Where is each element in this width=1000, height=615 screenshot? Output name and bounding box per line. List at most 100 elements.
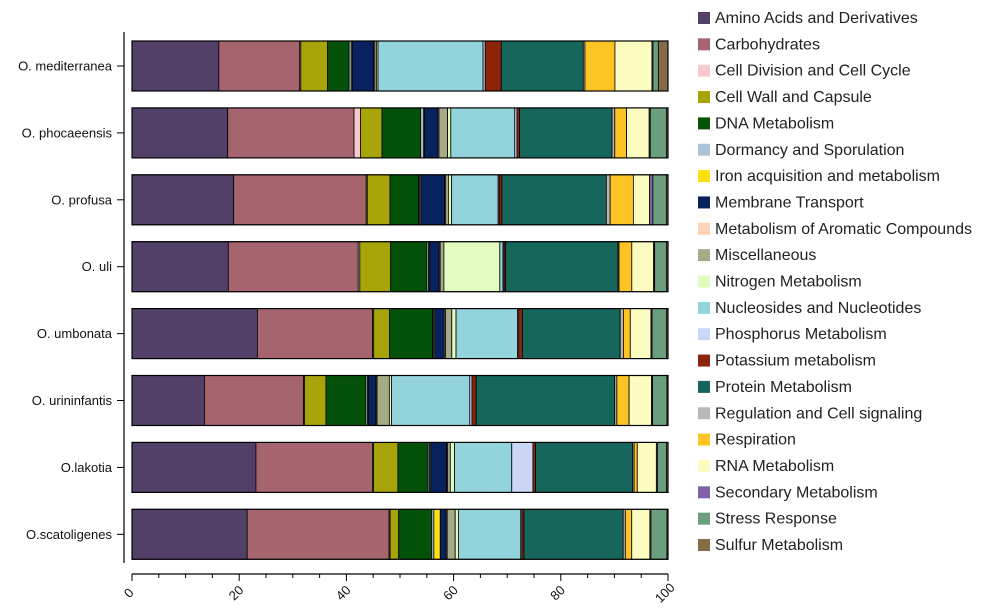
category-labels: O. mediterranea O. phocaeensis O. profusa O… <box>18 59 113 542</box>
bar-segment <box>631 508 651 560</box>
bar-segment <box>256 308 374 360</box>
legend-swatch <box>698 64 710 77</box>
bar-segment <box>445 174 449 226</box>
legend-swatch <box>698 222 710 235</box>
bar-segment <box>391 375 471 426</box>
category-label: O. profusa <box>51 192 112 207</box>
bar-segment <box>227 241 359 293</box>
bar-segment <box>398 508 433 560</box>
legend-item: Nitrogen Metabolism <box>698 274 862 291</box>
legend-label: Cell Wall and Capsule <box>715 89 872 106</box>
legend-item: Stress Response <box>698 511 837 528</box>
legend-item: Amino Acids and Derivatives <box>698 10 918 27</box>
bar-outline <box>131 508 669 560</box>
legend-label: Carbohydrates <box>715 36 820 53</box>
bar-segment <box>619 308 624 360</box>
legend-label: Stress Response <box>715 511 837 528</box>
bar-segment <box>373 441 399 493</box>
legend-item: Metabolism of Aromatic Compounds <box>698 221 972 238</box>
bar-segment <box>246 508 390 560</box>
bar-segment <box>457 508 522 560</box>
bar-segment <box>373 308 391 360</box>
bar-segment <box>654 241 667 293</box>
legend-item: Cell Wall and Capsule <box>698 89 872 106</box>
bar-group <box>131 308 669 360</box>
bar-segment <box>633 441 638 493</box>
legend-item: Dormancy and Sporulation <box>698 142 904 159</box>
bar-segment <box>451 174 499 226</box>
bar-segment <box>131 508 248 560</box>
bar-segment <box>439 508 447 560</box>
bar-segment <box>368 375 377 426</box>
bar-segment <box>523 508 624 560</box>
legend-label: Membrane Transport <box>715 194 864 211</box>
bar-segment <box>657 441 667 493</box>
bar-segment <box>304 375 327 426</box>
bar-segment <box>651 308 667 360</box>
bar-outline <box>131 174 669 226</box>
bar-outline <box>131 308 669 360</box>
bar-segment <box>636 441 657 493</box>
bar-segment <box>438 107 448 159</box>
legend-item: Potassium metabolism <box>698 353 876 370</box>
legend-label: Nitrogen Metabolism <box>715 274 862 291</box>
bar-segment <box>501 174 607 226</box>
bar-segment <box>624 508 633 560</box>
legend-item: Protein Metabolism <box>698 379 852 396</box>
legend-label: Respiration <box>715 432 796 449</box>
bar-segment <box>632 174 651 226</box>
bar-segment <box>397 441 429 493</box>
bar-outline <box>131 374 669 427</box>
category-label: O. umbonata <box>37 326 113 341</box>
legend-swatch <box>698 275 710 288</box>
bar-segment <box>450 107 516 159</box>
bar-segment <box>628 375 652 426</box>
bar-segment <box>614 40 653 92</box>
bar-segment <box>131 375 205 426</box>
bar-segment <box>359 241 392 293</box>
bar-segment <box>650 508 668 560</box>
bar-segment <box>131 40 220 92</box>
x-tick-label: 0 <box>121 585 137 601</box>
legend-swatch <box>698 539 710 551</box>
bar-segment <box>616 375 630 426</box>
legend-label: Nucleosides and Nucleotides <box>715 300 921 317</box>
legend-label: Regulation and Cell signaling <box>715 405 922 422</box>
bar-segment <box>471 375 477 426</box>
bar-outline <box>131 241 669 293</box>
bar-segment <box>626 107 650 159</box>
bar-group <box>131 107 669 159</box>
bar-segment <box>535 441 633 493</box>
legend-label: Phosphorus Metabolism <box>715 326 887 343</box>
legend-item: Iron acquisition and metabolism <box>698 168 940 185</box>
bar-segment <box>498 174 503 226</box>
legend-label: Miscellaneous <box>715 247 816 264</box>
bar-segment <box>631 241 655 293</box>
bar-segment <box>389 308 434 360</box>
bar-segment <box>455 308 519 360</box>
bar-segment <box>325 375 367 426</box>
category-label: O. uli <box>82 259 112 274</box>
bar-segment <box>449 441 455 493</box>
legend-swatch <box>698 301 710 314</box>
bar-segment <box>300 40 329 92</box>
bar-segment <box>429 241 440 293</box>
bar-segment <box>484 40 502 92</box>
bar-group <box>131 374 669 427</box>
bar-segment <box>439 241 445 293</box>
legend-swatch <box>698 486 710 499</box>
bar-segment <box>652 375 668 426</box>
bar-group <box>131 174 669 226</box>
bar-segment <box>327 40 350 92</box>
bar-segment <box>131 241 229 293</box>
bar-outline <box>131 107 669 159</box>
bar-segment <box>443 241 501 293</box>
bar-segment <box>360 107 383 159</box>
legend-label: Sulfur Metabolism <box>715 537 843 554</box>
bar-segment <box>500 40 584 92</box>
bar-segment <box>255 441 373 493</box>
bar-segment <box>351 40 375 92</box>
bar-segment <box>605 174 611 226</box>
bar-segment <box>447 107 452 159</box>
